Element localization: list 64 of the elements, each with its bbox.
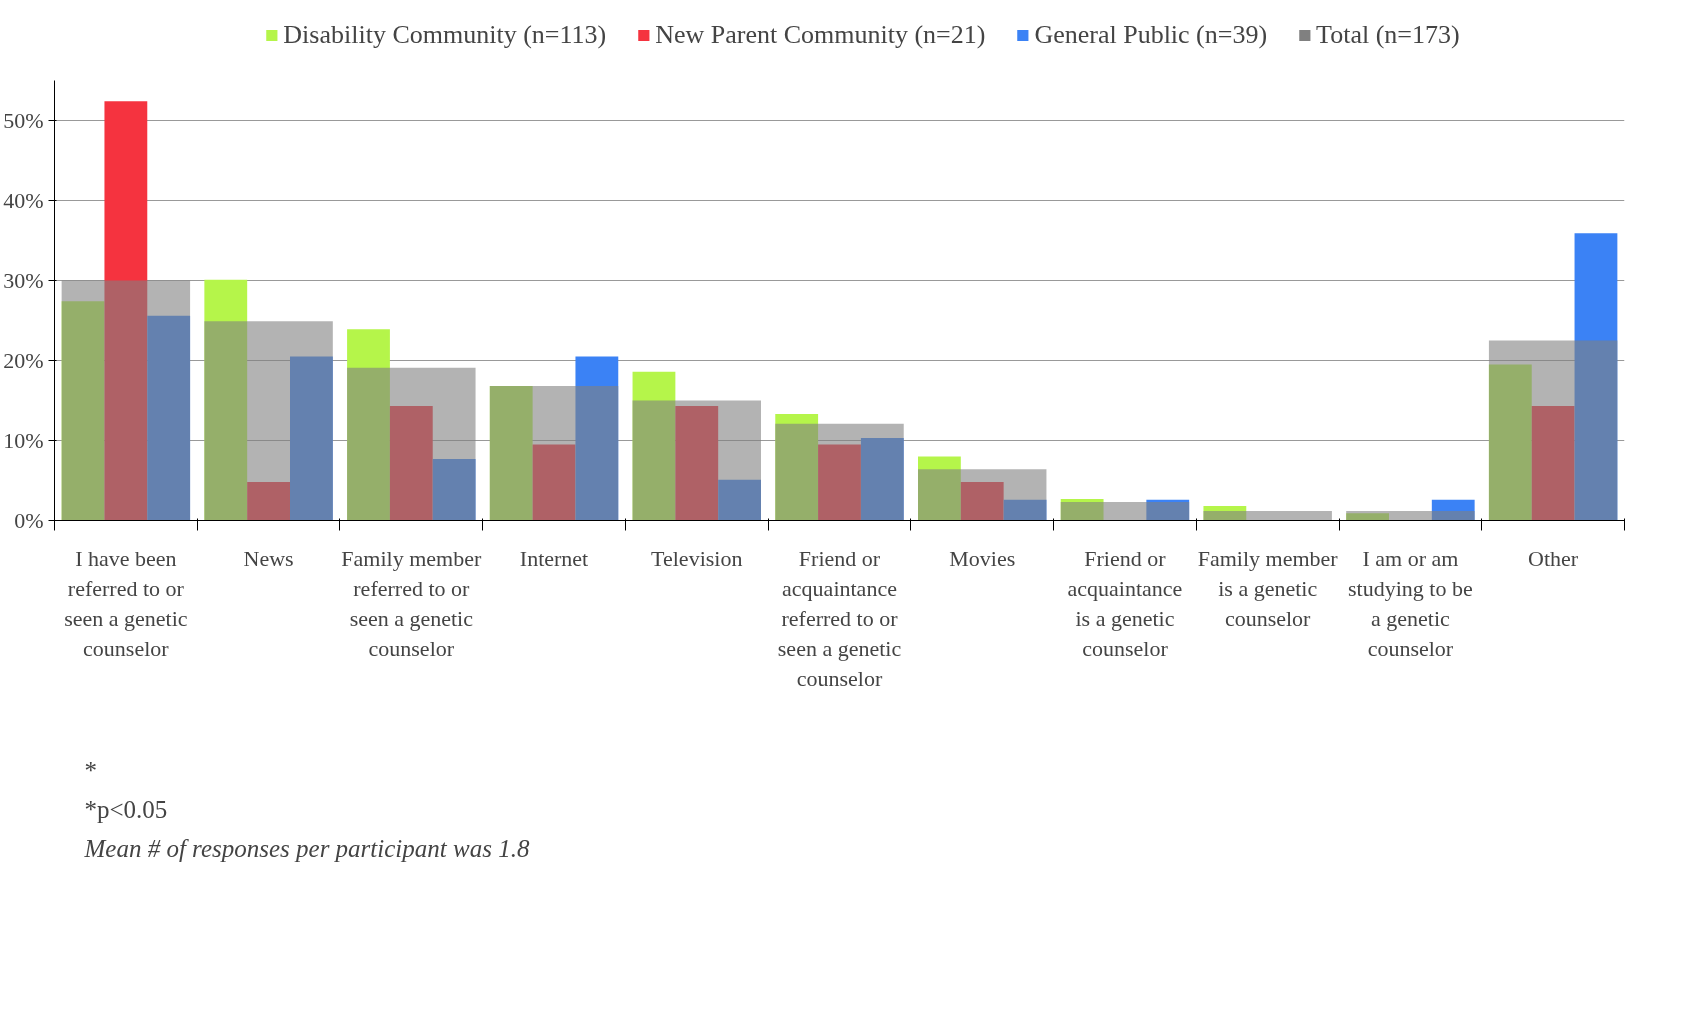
- x-tick-label: Friend or acquaintance is a genetic counselor: [1067, 545, 1183, 661]
- bar: [389, 406, 433, 521]
- bar: [1346, 510, 1475, 521]
- bar: [1203, 506, 1247, 521]
- y-tick-label: 50%: [3, 108, 44, 133]
- text: *p<0.05: [84, 795, 168, 823]
- bar: [632, 400, 761, 521]
- bar: [1203, 510, 1332, 521]
- bar: [432, 458, 476, 521]
- bar: [1531, 406, 1575, 521]
- bar: [61, 280, 191, 521]
- y-tick-label: 0%: [14, 508, 44, 533]
- bar: [860, 438, 904, 521]
- bar: [1488, 364, 1532, 521]
- bar: [1060, 498, 1104, 521]
- y-tick-label: 10%: [3, 428, 44, 453]
- bar: [532, 444, 576, 521]
- y-tick-label: 30%: [3, 268, 44, 293]
- bar: [1346, 513, 1389, 521]
- bar: [675, 406, 719, 521]
- x-tick-label: Family member is a genetic counselor: [1197, 545, 1339, 631]
- x-tick-label: I am or am studying to be a genetic counselor: [1348, 545, 1473, 661]
- bar: [347, 329, 390, 521]
- bar: [575, 356, 619, 521]
- bar: [918, 456, 961, 521]
- legend-label: Disability Community (n=113): [283, 20, 607, 50]
- bar: [489, 386, 533, 521]
- bar: [775, 414, 819, 521]
- bar: [1431, 499, 1475, 521]
- x-tick-label: I have been referred to or seen a genetic counselor: [64, 545, 188, 661]
- legend-label: General Public (n=39): [1034, 20, 1268, 50]
- bar: [1003, 499, 1047, 521]
- bar: [489, 386, 619, 521]
- x-tick-label: Television: [651, 545, 743, 571]
- bar: [347, 367, 476, 521]
- bar: [632, 371, 676, 521]
- bar: [818, 444, 861, 521]
- bar: [960, 482, 1004, 521]
- bar: [918, 469, 1047, 521]
- x-tick-label: Friend or acquaintance referred to or seen a genetic counselor: [777, 545, 902, 691]
- x-tick-label: Internet: [519, 545, 589, 571]
- legend-label: New Parent Community (n=21): [655, 20, 986, 50]
- text: *: [84, 756, 97, 784]
- legend-label: Total (n=173): [1316, 20, 1460, 50]
- bar: [1060, 502, 1190, 521]
- bar: [147, 315, 191, 521]
- y-tick-label: 20%: [3, 348, 44, 373]
- bar: [718, 479, 761, 521]
- bar: [1146, 499, 1190, 521]
- bar: [247, 482, 290, 521]
- bar: [290, 356, 333, 521]
- bar: [1574, 233, 1618, 521]
- x-tick-label: Other: [1528, 545, 1579, 571]
- bar: [61, 301, 105, 521]
- x-tick-label: News: [243, 545, 294, 571]
- y-tick-label: 40%: [3, 188, 44, 213]
- x-tick-label: Movies: [949, 545, 1016, 571]
- text: Mean # of responses per participant was 1.8: [83, 834, 530, 862]
- x-tick-label: Family member referred to or seen a genetic counselor: [341, 545, 482, 661]
- bar: [1488, 340, 1618, 521]
- bar: [104, 101, 148, 521]
- bar: [775, 423, 904, 521]
- bar: [204, 321, 333, 521]
- bar: [204, 279, 248, 521]
